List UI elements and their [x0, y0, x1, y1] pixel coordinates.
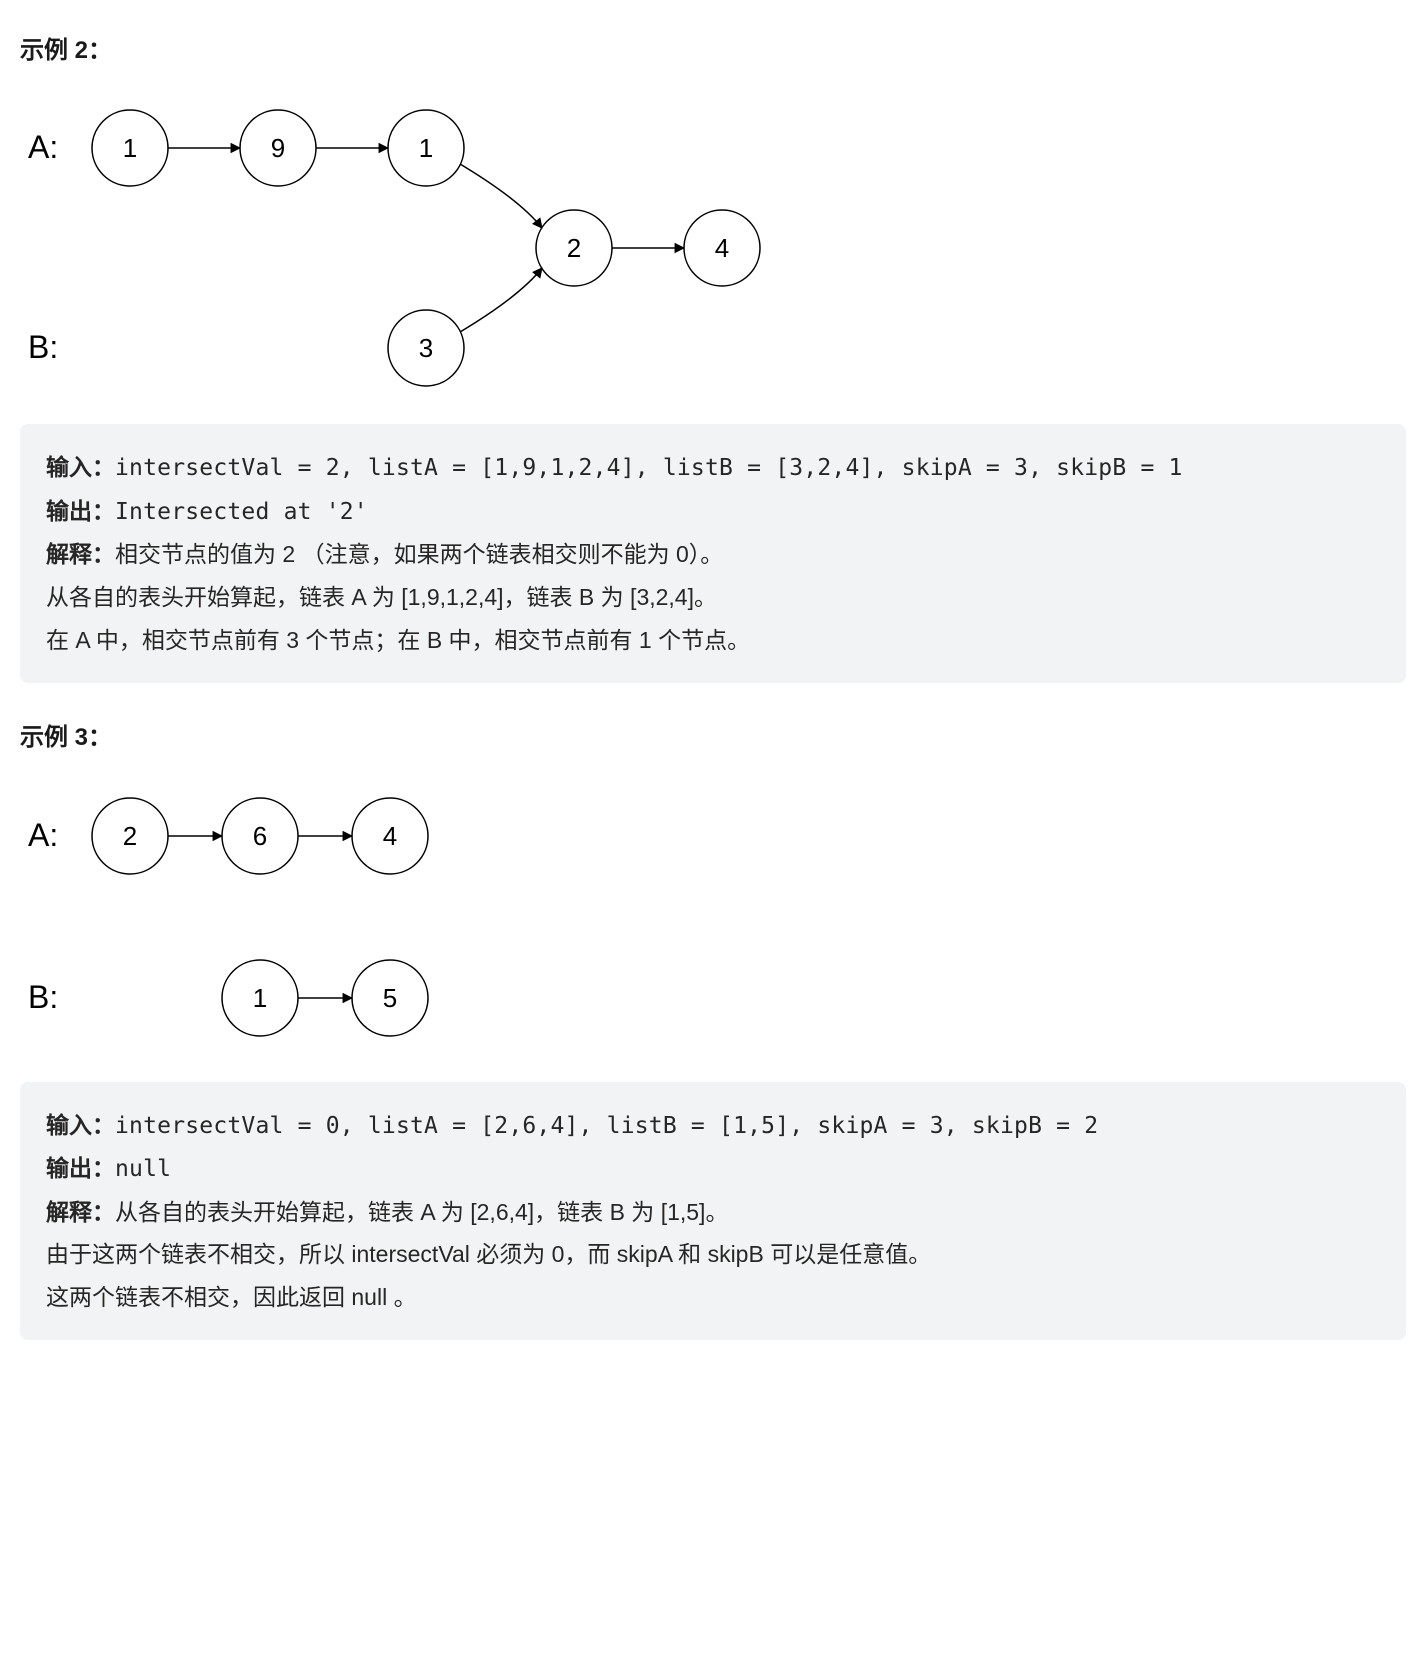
output-text: null [115, 1156, 171, 1182]
input-label: 输入： [46, 454, 115, 480]
output-label: 输出： [46, 498, 115, 524]
linked-list-diagram-2: A: B: 1 9 1 3 2 4 [20, 90, 820, 400]
svg-text:B:: B: [28, 329, 58, 365]
explain-text: 这两个链表不相交，因此返回 null 。 [46, 1276, 1380, 1319]
explain-label: 解释： [46, 1199, 115, 1225]
svg-text:A:: A: [28, 817, 58, 853]
example-3-title: 示例 3： [20, 719, 1406, 757]
svg-text:2: 2 [123, 821, 137, 851]
svg-text:1: 1 [419, 133, 433, 163]
svg-text:6: 6 [253, 821, 267, 851]
explain-text: 相交节点的值为 2 （注意，如果两个链表相交则不能为 0）。 [115, 541, 723, 567]
input-label: 输入： [46, 1112, 115, 1138]
input-line: 输入：intersectVal = 2, listA = [1,9,1,2,4]… [46, 446, 1380, 490]
svg-text:3: 3 [419, 333, 433, 363]
svg-text:9: 9 [271, 133, 285, 163]
explain-text: 从各自的表头开始算起，链表 A 为 [1,9,1,2,4]，链表 B 为 [3,… [46, 576, 1380, 619]
svg-text:A:: A: [28, 129, 58, 165]
explain-block: 解释：相交节点的值为 2 （注意，如果两个链表相交则不能为 0）。 从各自的表头… [46, 533, 1380, 661]
svg-text:4: 4 [715, 233, 729, 263]
output-line: 输出：null [46, 1147, 1380, 1191]
svg-text:4: 4 [383, 821, 397, 851]
svg-text:1: 1 [253, 983, 267, 1013]
input-text: intersectVal = 2, listA = [1,9,1,2,4], l… [115, 455, 1183, 481]
linked-list-diagram-3: A: B: 2 6 4 1 5 [20, 778, 520, 1058]
input-text: intersectVal = 0, listA = [2,6,4], listB… [115, 1113, 1098, 1139]
output-text: Intersected at '2' [115, 499, 368, 525]
explain-text: 在 A 中，相交节点前有 3 个节点；在 B 中，相交节点前有 1 个节点。 [46, 619, 1380, 662]
example-2-codeblock: 输入：intersectVal = 2, listA = [1,9,1,2,4]… [20, 424, 1406, 683]
svg-text:5: 5 [383, 983, 397, 1013]
output-label: 输出： [46, 1155, 115, 1181]
svg-text:1: 1 [123, 133, 137, 163]
svg-text:B:: B: [28, 979, 58, 1015]
input-line: 输入：intersectVal = 0, listA = [2,6,4], li… [46, 1104, 1380, 1148]
example-2-diagram: A: B: 1 9 1 3 2 4 [20, 90, 1406, 400]
explain-text: 由于这两个链表不相交，所以 intersectVal 必须为 0，而 skipA… [46, 1233, 1380, 1276]
example-3-diagram: A: B: 2 6 4 1 5 [20, 778, 1406, 1058]
svg-text:2: 2 [567, 233, 581, 263]
example-2-title: 示例 2： [20, 32, 1406, 70]
explain-text: 从各自的表头开始算起，链表 A 为 [2,6,4]，链表 B 为 [1,5]。 [115, 1199, 728, 1225]
example-3-codeblock: 输入：intersectVal = 0, listA = [2,6,4], li… [20, 1082, 1406, 1341]
explain-label: 解释： [46, 541, 115, 567]
output-line: 输出：Intersected at '2' [46, 490, 1380, 534]
explain-block: 解释：从各自的表头开始算起，链表 A 为 [2,6,4]，链表 B 为 [1,5… [46, 1191, 1380, 1319]
